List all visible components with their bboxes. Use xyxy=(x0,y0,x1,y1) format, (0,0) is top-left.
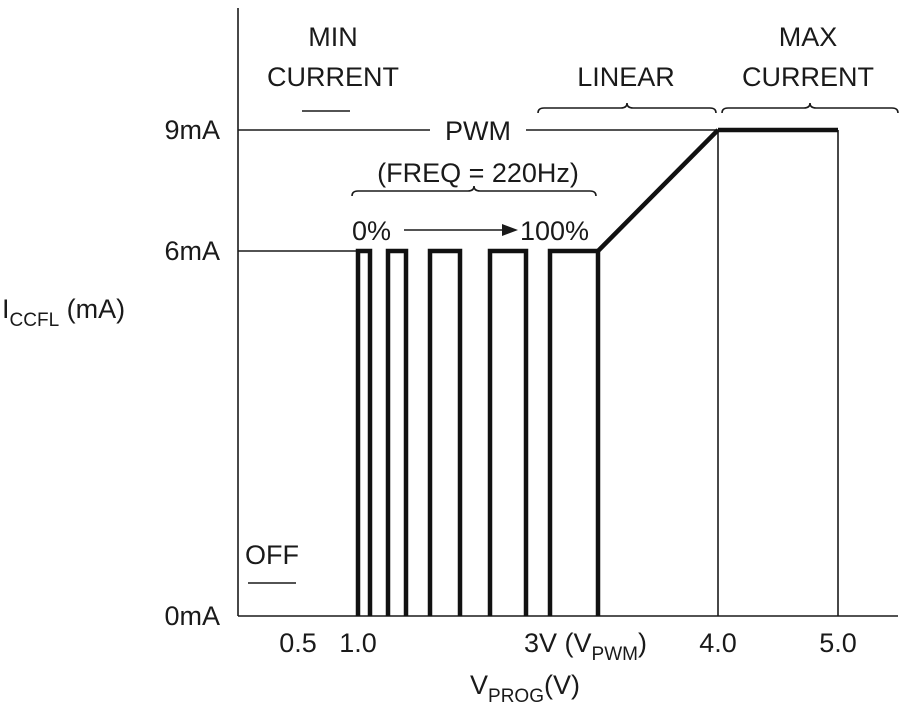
x-tick-label-vpwm: 3V (VPWM) xyxy=(524,628,647,665)
x-tick-label: 4.0 xyxy=(699,628,737,658)
x-tick-label: 0.5 xyxy=(279,628,317,658)
y-axis-title: ICCFL (mA) xyxy=(2,294,125,331)
duty-arrow-head xyxy=(502,224,518,236)
max-current-label-line1: MAX xyxy=(779,22,838,52)
off-label: OFF xyxy=(245,540,299,570)
pwm-label: PWM xyxy=(445,116,511,146)
linear-label: LINEAR xyxy=(577,62,675,92)
x-axis-title: VPROG(V) xyxy=(470,670,580,707)
pwm-pulse xyxy=(547,248,601,616)
max-current-label-line2: CURRENT xyxy=(742,62,874,92)
labels: 0mA 6mA 9mA MIN CURRENT LINEAR MAX CURRENT PWM (F… xyxy=(2,22,874,707)
x-tick-label: 1.0 xyxy=(339,628,377,658)
x-tick-label: 5.0 xyxy=(819,628,857,658)
pwm-pulse xyxy=(355,248,373,616)
duty-end-label: 100% xyxy=(520,216,589,246)
freq-label: (FREQ = 220Hz) xyxy=(377,158,579,188)
pwm-pulse xyxy=(385,248,409,616)
y-tick-label: 0mA xyxy=(164,601,220,631)
pwm-pulse xyxy=(427,248,463,616)
linear-segment xyxy=(596,128,720,253)
pwm-brace xyxy=(351,185,597,197)
duty-start-label: 0% xyxy=(352,216,391,246)
max-current-brace xyxy=(721,102,899,114)
linear-brace xyxy=(537,102,717,114)
min-current-label-line1: MIN xyxy=(308,22,358,52)
y-tick-label: 9mA xyxy=(164,115,220,145)
pwm-pulse xyxy=(487,248,529,616)
y-tick-label: 6mA xyxy=(164,236,220,266)
axes xyxy=(237,8,898,617)
min-current-label-line2: CURRENT xyxy=(267,62,399,92)
transfer-curve xyxy=(355,127,838,616)
